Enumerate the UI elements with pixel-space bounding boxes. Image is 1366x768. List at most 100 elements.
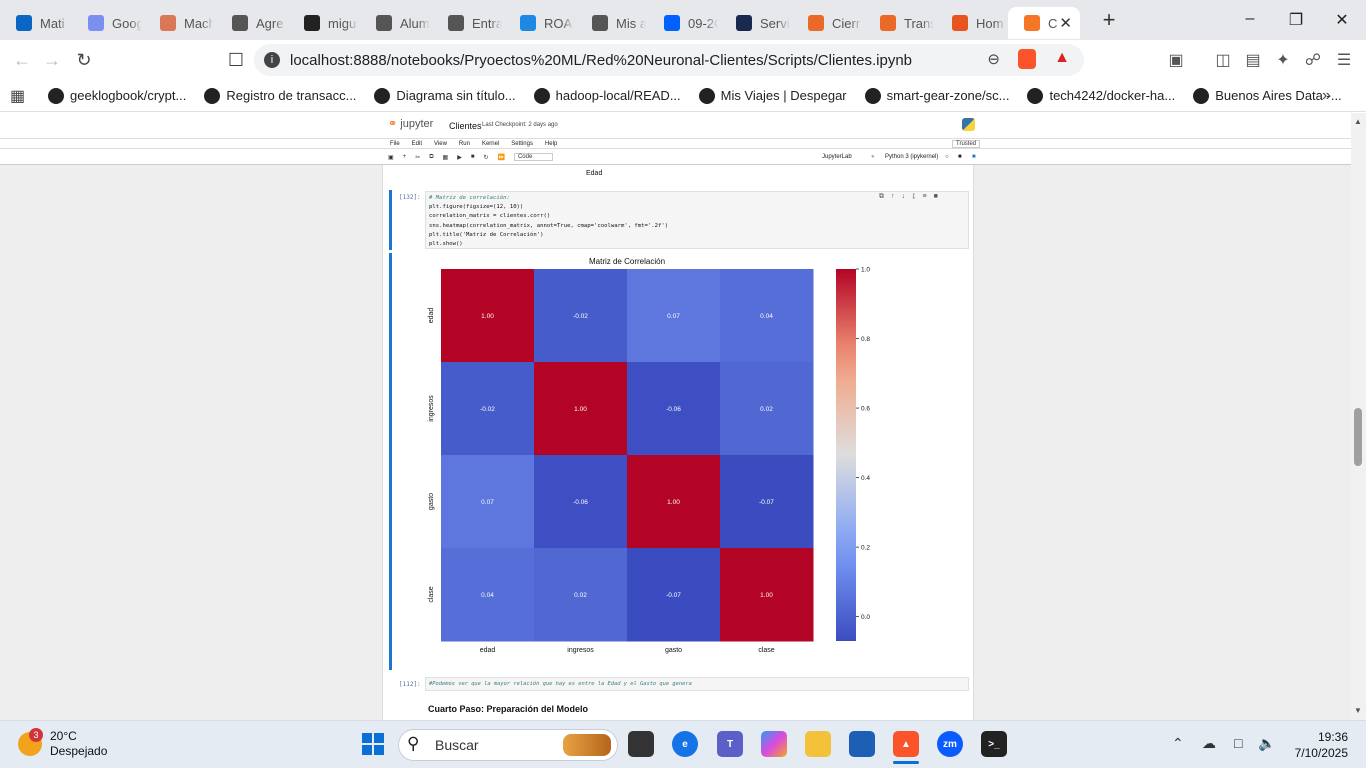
tab-9[interactable]: 09-2C <box>648 7 720 39</box>
tab-12[interactable]: Trans <box>864 7 936 39</box>
back-button[interactable]: ← <box>13 49 31 70</box>
menu-item[interactable]: Edit <box>411 140 423 147</box>
file-explorer-icon[interactable] <box>805 731 831 757</box>
menu-item[interactable]: File <box>390 140 400 147</box>
trusted-badge[interactable]: Trusted <box>952 140 981 148</box>
settings-icon[interactable]: ■ <box>958 154 962 160</box>
tab-active[interactable]: C ✕ <box>1008 7 1080 39</box>
cut-icon[interactable]: ✂ <box>415 154 421 161</box>
format-icon[interactable]: ≡ <box>922 193 934 200</box>
zoom-icon[interactable]: zm <box>937 731 963 757</box>
tab-10[interactable]: Servi <box>720 7 792 39</box>
taskbar-clock[interactable]: 19:36 7/10/2025 <box>1284 729 1348 761</box>
bookmark-item[interactable]: hadoop-local/READ... <box>533 87 681 104</box>
taskbar-search[interactable]: ⚲ Buscar <box>398 729 618 761</box>
scroll-down-icon[interactable]: ▼ <box>1354 706 1362 715</box>
store-icon[interactable] <box>849 731 875 757</box>
maximize-button[interactable]: ❐ <box>1288 12 1304 29</box>
move-up-icon[interactable]: ↑ <box>891 193 902 200</box>
close-window-button[interactable]: ✕ <box>1335 12 1349 29</box>
bookmark-item[interactable]: Registro de transacc... <box>204 87 356 104</box>
tab-7[interactable]: ROAD <box>504 7 576 39</box>
new-tab-button[interactable]: + <box>1102 7 1116 32</box>
tab-4[interactable]: migu <box>288 7 360 39</box>
run-icon[interactable]: ▶ <box>457 154 462 161</box>
insert-cell-icon[interactable]: ↧ <box>912 193 923 200</box>
move-down-icon[interactable]: ↓ <box>901 193 912 200</box>
restart-icon[interactable]: ↻ <box>483 154 489 161</box>
more-bookmarks-icon[interactable]: » <box>1322 86 1331 104</box>
terminal-icon[interactable]: >_ <box>981 731 1007 757</box>
brave-shield-icon[interactable] <box>1018 49 1036 69</box>
bookmark-item[interactable]: tech4242/docker-ha... <box>1027 87 1175 104</box>
tab-11[interactable]: Cierr <box>792 7 864 39</box>
tab-8[interactable]: Mis a <box>576 7 648 39</box>
paste-icon[interactable]: ▦ <box>442 154 449 161</box>
scroll-up-icon[interactable]: ▲ <box>1354 117 1362 126</box>
zoom-out-icon[interactable]: ⊖ <box>987 51 1000 68</box>
stop-icon[interactable]: ■ <box>470 154 475 160</box>
run-all-icon[interactable]: ⏩ <box>497 154 505 161</box>
tray-overflow-icon[interactable]: ⌃ <box>1172 735 1184 751</box>
kernel-idle-icon: ○ <box>945 154 949 160</box>
jupyterlab-link[interactable]: JupyterLab <box>822 154 852 160</box>
bookmark-icon[interactable]: ☐ <box>227 49 245 70</box>
windows-start-icon[interactable] <box>362 733 384 755</box>
wallet-icon[interactable]: ▤ <box>1245 52 1261 69</box>
menu-item[interactable]: View <box>434 140 447 147</box>
menu-item[interactable]: Run <box>458 140 470 147</box>
tab-6[interactable]: Entra <box>432 7 504 39</box>
apps-grid-icon[interactable]: ▦ <box>10 87 26 105</box>
bookmark-item[interactable]: Diagrama sin título... <box>374 87 516 104</box>
tab-0[interactable]: Mati <box>0 7 72 39</box>
bookmark-item[interactable]: Mis Viajes | Despegar <box>698 87 847 104</box>
close-tab-icon[interactable]: ✕ <box>1059 15 1072 32</box>
markdown-cell[interactable]: #Podemos ver que la mayor relación que h… <box>425 677 969 691</box>
menu-item[interactable]: Kernel <box>481 140 500 147</box>
sidebar-icon[interactable]: ◫ <box>1215 52 1231 69</box>
minimize-button[interactable]: – <box>1245 10 1255 27</box>
page-scrollbar[interactable]: ▲ ▼ <box>1351 113 1366 720</box>
bookmark-item[interactable]: Buenos Aires Data -... <box>1193 87 1342 104</box>
brave-rewards-icon[interactable]: ▲ <box>1054 49 1070 66</box>
notebook-name[interactable]: Clientes <box>449 121 482 131</box>
weather-widget[interactable]: 3 20°C Despejado <box>18 728 107 759</box>
tab-5[interactable]: Alum <box>360 7 432 39</box>
kernel-name[interactable]: Python 3 (ipykernel) <box>885 154 939 160</box>
duplicate-cell-icon[interactable]: ⧉ <box>879 193 891 200</box>
teams-icon[interactable]: T <box>717 731 743 757</box>
delete-cell-icon[interactable]: ■ <box>933 193 945 200</box>
add-cell-icon[interactable]: + <box>402 154 407 160</box>
brave-icon[interactable]: ▲ <box>893 731 919 757</box>
url-field[interactable]: i localhost:8888/notebooks/Pryoectos%20M… <box>254 44 1084 76</box>
edge-icon[interactable]: e <box>672 731 698 757</box>
scrollbar-thumb[interactable] <box>1354 408 1362 466</box>
menu-item[interactable]: Settings <box>511 140 533 147</box>
copy-icon[interactable]: ⧉ <box>429 153 434 160</box>
code-cell-input[interactable]: # Matriz de correlación: plt.figure(figsi… <box>425 191 969 249</box>
cell-type-select[interactable]: Code <box>513 153 554 161</box>
notebook-icon[interactable]: ■ <box>972 154 976 160</box>
reload-button[interactable]: ↻ <box>76 49 92 70</box>
tab-2[interactable]: Mach <box>144 7 216 39</box>
menu-icon[interactable]: ☰ <box>1336 52 1352 69</box>
tab-1[interactable]: Goog <box>72 7 144 39</box>
leo-ai-icon[interactable]: ✦ <box>1276 52 1290 69</box>
tab-3[interactable]: Agre <box>216 7 288 39</box>
reader-mode-icon[interactable]: ▣ <box>1168 52 1184 69</box>
bookmark-item[interactable]: geeklogbook/crypt... <box>48 87 186 104</box>
cell-value-label: 1.00 <box>667 499 680 506</box>
task-view-icon[interactable] <box>628 731 654 757</box>
bookmark-item[interactable]: smart-gear-zone/sc... <box>864 87 1009 104</box>
tab-13[interactable]: Hom <box>936 7 1008 39</box>
network-icon[interactable]: ☁ <box>1202 735 1216 751</box>
site-info-icon[interactable]: i <box>264 52 280 68</box>
save-icon[interactable]: ▣ <box>388 154 394 161</box>
display-icon[interactable]: □ <box>1234 735 1243 751</box>
copilot-icon[interactable] <box>761 731 787 757</box>
volume-icon[interactable]: 🔈 <box>1258 735 1276 751</box>
forward-button[interactable]: → <box>43 49 61 70</box>
jupyter-logo[interactable]: ⚭ jupyter <box>388 118 434 130</box>
menu-item[interactable]: Help <box>544 140 558 147</box>
vpn-icon[interactable]: ☍ <box>1304 52 1322 69</box>
